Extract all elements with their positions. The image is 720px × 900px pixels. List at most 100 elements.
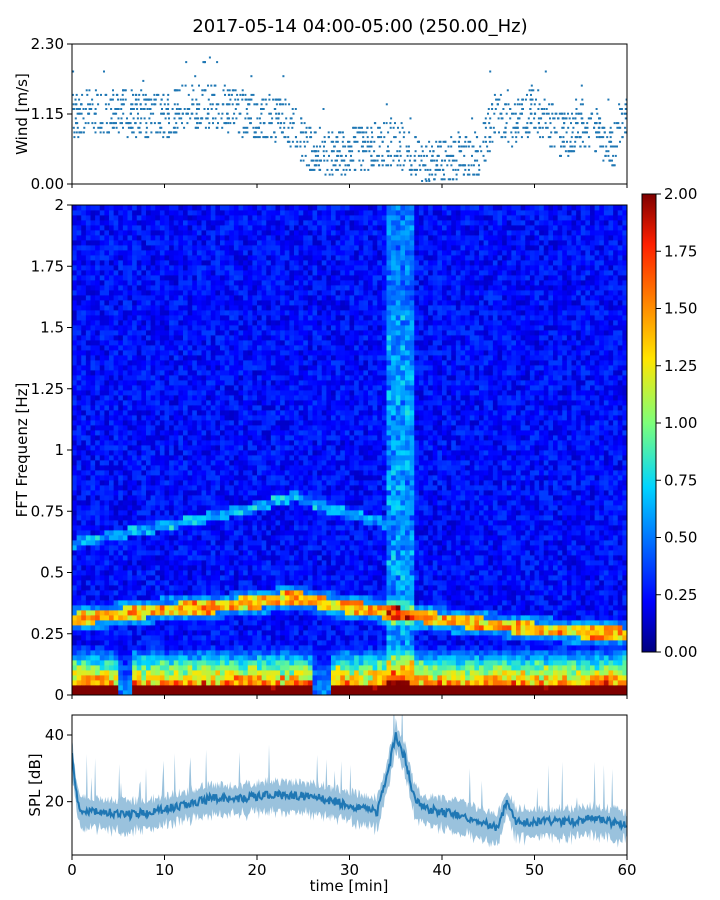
spectrogram-cell (141, 380, 147, 386)
wind-point (94, 122, 97, 125)
spectrogram-cell (109, 485, 115, 491)
spectrogram-cell (164, 305, 170, 311)
spectrogram-cell (206, 365, 212, 371)
spectrogram-cell (215, 325, 221, 331)
spectrogram-cell (72, 595, 78, 601)
spectrogram-cell (206, 520, 212, 526)
spectrogram-cell (109, 330, 115, 336)
spectrogram-cell (146, 645, 152, 651)
spectrogram-cell (113, 605, 119, 611)
spectrogram-cell (99, 395, 105, 401)
wind-point (474, 131, 477, 134)
spectrogram-cell (76, 400, 82, 406)
wind-point (132, 131, 135, 134)
spectrogram-cell (76, 470, 82, 476)
spectrogram-cell (206, 375, 212, 381)
spectrogram-cell (238, 550, 244, 556)
spectrogram-cell (85, 415, 91, 421)
spectrogram-cell (95, 320, 101, 326)
spectrogram-cell (224, 245, 230, 251)
wind-point (100, 126, 103, 129)
spectrogram-cell (99, 385, 105, 391)
spectrogram-cell (136, 505, 142, 511)
wind-point (515, 136, 518, 139)
spectrogram-cell (146, 225, 152, 231)
spectrogram-cell (220, 525, 226, 531)
spectrogram-cell (201, 615, 207, 621)
spectrogram-cell (141, 325, 147, 331)
spectrogram-cell (229, 400, 235, 406)
spectrogram-cell (118, 590, 124, 596)
wind-point (150, 98, 153, 101)
spectrogram-cell (233, 565, 239, 571)
wind-point (455, 159, 458, 162)
spectrogram-cell (173, 460, 179, 466)
spectrogram-cell (220, 345, 226, 351)
spectrogram-cell (178, 475, 184, 481)
spectrogram-cell (104, 330, 110, 336)
spectrogram-cell (141, 370, 147, 376)
spectrogram-cell (141, 315, 147, 321)
wind-point (231, 117, 234, 120)
wind-point (488, 150, 491, 153)
spectrogram-cell (90, 540, 96, 546)
wind-point (88, 89, 91, 92)
spectrogram-cell (146, 565, 152, 571)
wind-point (233, 122, 236, 125)
spectrogram-cell (233, 500, 239, 506)
spectrogram-cell (224, 605, 230, 611)
spectrogram-cell (113, 335, 119, 341)
spectrogram-cell (155, 395, 161, 401)
spectrogram-cell (173, 215, 179, 221)
spectrogram-cell (169, 475, 175, 481)
spectrogram-cell (104, 455, 110, 461)
spectrogram-cell (132, 625, 138, 631)
wind-point (209, 103, 212, 106)
spectrogram-cell (159, 475, 165, 481)
spectrogram-cell (229, 625, 235, 631)
spectrogram-cell (155, 480, 161, 486)
spectrogram-cell (210, 650, 216, 656)
spectrogram-cell (90, 410, 96, 416)
spectrogram-cell (104, 490, 110, 496)
spectrogram-cell (99, 510, 105, 516)
spectrogram-cell (127, 225, 133, 231)
wind-point (242, 131, 245, 134)
spectrogram-cell (183, 435, 189, 441)
spectrogram-cell (90, 340, 96, 346)
wind-point (192, 89, 195, 92)
spectrogram-cell (210, 500, 216, 506)
spectrogram-cell (215, 205, 221, 211)
spectrogram-cell (224, 275, 230, 281)
spectrogram-cell (99, 500, 105, 506)
spectrogram-cell (183, 215, 189, 221)
spectrogram-cell (220, 520, 226, 526)
spectrogram-cell (173, 345, 179, 351)
spectrogram-cell (159, 220, 165, 226)
spectrogram-cell (113, 665, 119, 671)
spectrogram-cell (155, 690, 161, 695)
spectrogram-cell (85, 325, 91, 331)
spectrogram-cell (210, 435, 216, 441)
spectrogram-cell (72, 215, 78, 221)
spectrogram-cell (141, 365, 147, 371)
spectrogram-cell (72, 335, 78, 341)
spectrogram-cell (206, 440, 212, 446)
spectrogram-cell (229, 300, 235, 306)
spectrogram-cell (155, 475, 161, 481)
spectrogram-cell (206, 670, 212, 676)
spectrogram-cell (113, 260, 119, 266)
spectrogram-cell (215, 675, 221, 681)
spectrogram-cell (122, 335, 128, 341)
spectrogram-cell (72, 480, 78, 486)
spectrogram-cell (118, 380, 124, 386)
spectrogram-cell (159, 375, 165, 381)
spectrogram-cell (122, 330, 128, 336)
spectrogram-cell (169, 575, 175, 581)
spectrogram-cell (169, 660, 175, 666)
wind-point (549, 136, 552, 139)
wind-point (594, 150, 597, 153)
spectrogram-cell (229, 470, 235, 476)
spectrogram-cell (233, 640, 239, 646)
spectrogram-cell (132, 610, 138, 616)
